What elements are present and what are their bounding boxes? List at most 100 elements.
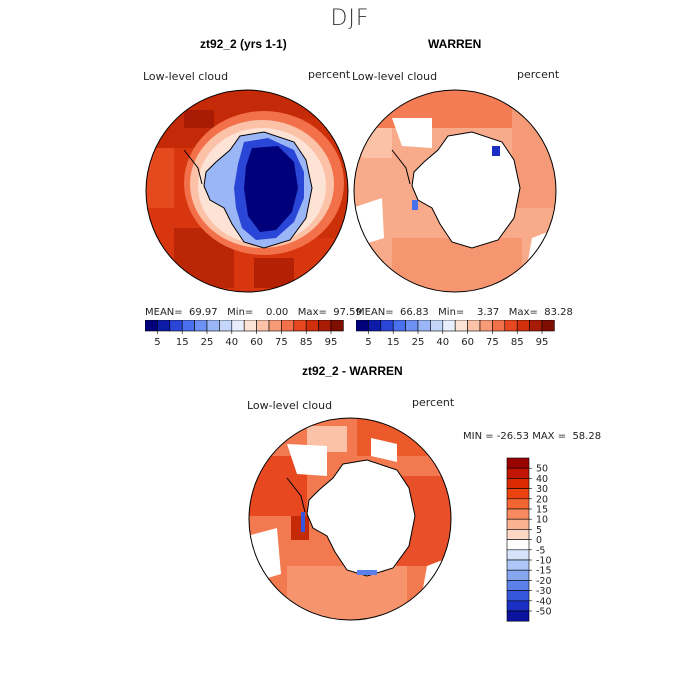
right-units-label: percent bbox=[517, 68, 560, 81]
left-colorbar-swatch bbox=[144, 319, 158, 332]
right-stats: MEAN= 66.83 Min= 3.37 Max= 83.28 bbox=[356, 307, 573, 318]
diff-colorbar-swatch bbox=[506, 569, 530, 581]
right-colorbar-label: 75 bbox=[486, 337, 499, 348]
diff-colorbar-label: 20 bbox=[536, 494, 548, 505]
left-colorbar-swatch bbox=[206, 319, 220, 332]
right-colorbar-swatch bbox=[504, 319, 518, 332]
right-colorbar-swatch bbox=[430, 319, 444, 332]
left-colorbar-label: 75 bbox=[275, 337, 288, 348]
left-panel-title: zt92_2 (yrs 1-1) bbox=[200, 37, 287, 51]
diff-colorbar-label: -10 bbox=[536, 556, 552, 567]
right-colorbar-swatch bbox=[541, 319, 555, 332]
right-colorbar-swatch bbox=[529, 319, 543, 332]
left-colorbar-swatch bbox=[169, 319, 183, 332]
diff-colorbar-swatch bbox=[506, 539, 530, 551]
left-colorbar-swatch bbox=[305, 319, 319, 332]
left-colorbar-swatch bbox=[181, 319, 195, 332]
right-colorbar-swatch bbox=[417, 319, 431, 332]
diff-colorbar-label: -50 bbox=[536, 607, 552, 618]
right-colorbar-swatch bbox=[516, 319, 530, 332]
left-colorbar-swatch bbox=[194, 319, 208, 332]
diff-colorbar-label: 40 bbox=[536, 474, 548, 485]
left-colorbar-label: 25 bbox=[201, 337, 214, 348]
right-colorbar-swatch bbox=[355, 319, 369, 332]
diff-colorbar-swatch bbox=[506, 457, 530, 469]
left-stats: MEAN= 69.97 Min= 0.00 Max= 97.59 bbox=[145, 307, 362, 318]
right-colorbar-swatch bbox=[479, 319, 493, 332]
diff-colorbar-swatch bbox=[506, 508, 530, 520]
diff-colorbar-swatch bbox=[506, 529, 530, 540]
left-colorbar-swatch bbox=[219, 319, 233, 332]
diff-colorbar-label: 30 bbox=[536, 484, 548, 495]
diff-colorbar-label: -15 bbox=[536, 566, 552, 577]
right-colorbar-swatch bbox=[405, 319, 419, 332]
diff-colorbar-label: -5 bbox=[536, 545, 545, 556]
right-colorbar-swatch bbox=[467, 319, 481, 332]
left-colorbar-label: 40 bbox=[225, 337, 238, 348]
left-colorbar-swatch bbox=[268, 319, 282, 332]
diff-colorbar-swatch bbox=[506, 478, 530, 489]
right-colorbar-swatch bbox=[392, 319, 406, 332]
right-colorbar-label: 25 bbox=[412, 337, 425, 348]
left-colorbar-swatch bbox=[231, 319, 245, 332]
diff-colorbar-swatch bbox=[506, 467, 530, 479]
diff-units-label: percent bbox=[412, 396, 455, 409]
diff-colorbar-label: 5 bbox=[536, 525, 542, 536]
right-colorbar-label: 85 bbox=[511, 337, 524, 348]
left-colorbar-swatch bbox=[318, 319, 332, 332]
left-colorbar-label: 60 bbox=[250, 337, 263, 348]
diff-colorbar-label: -30 bbox=[536, 586, 552, 597]
left-colorbar: 5 15 25 40 60 75 85 95 bbox=[144, 319, 345, 354]
left-polar-map bbox=[144, 88, 350, 294]
right-colorbar-label: 5 bbox=[365, 337, 371, 348]
diff-colorbar-label: 0 bbox=[536, 535, 542, 546]
left-colorbar-swatch bbox=[243, 319, 257, 332]
right-colorbar-swatch bbox=[454, 319, 468, 332]
right-colorbar-label: 15 bbox=[387, 337, 400, 348]
diff-colorbar-label: 15 bbox=[536, 505, 548, 516]
left-units-label: percent bbox=[308, 68, 351, 81]
diff-colorbar-swatch bbox=[506, 610, 530, 622]
left-variable-label: Low-level cloud bbox=[143, 70, 229, 83]
right-colorbar-label: 95 bbox=[536, 337, 549, 348]
diff-panel-title: zt92_2 - WARREN bbox=[302, 364, 403, 378]
diff-colorbar-swatch bbox=[506, 590, 530, 602]
figure-title: DJF bbox=[330, 6, 370, 31]
left-colorbar-label: 15 bbox=[176, 337, 189, 348]
diff-colorbar-label: 50 bbox=[536, 464, 548, 475]
left-colorbar-svg: 5 15 25 40 60 75 85 95 bbox=[144, 319, 344, 348]
diff-variable-label: Low-level cloud bbox=[247, 399, 333, 412]
left-colorbar-label: 5 bbox=[154, 337, 160, 348]
left-colorbar-swatch bbox=[293, 319, 307, 332]
right-colorbar-label: 60 bbox=[461, 337, 474, 348]
diff-stats: MIN = -26.53 MAX = 58.28 bbox=[463, 431, 602, 442]
diff-polar-map bbox=[247, 416, 453, 622]
left-colorbar-swatch bbox=[281, 319, 295, 332]
right-colorbar-label: 40 bbox=[436, 337, 449, 348]
right-colorbar-swatch bbox=[442, 319, 456, 332]
right-colorbar: 5 15 25 40 60 75 85 95 bbox=[355, 319, 556, 354]
diff-colorbar-swatch bbox=[506, 600, 530, 612]
diff-colorbar-swatch bbox=[506, 518, 530, 530]
right-panel-title: WARREN bbox=[428, 37, 482, 51]
left-colorbar-label: 85 bbox=[300, 337, 313, 348]
diff-colorbar-swatch bbox=[506, 580, 530, 591]
diff-colorbar-swatch bbox=[506, 549, 530, 561]
right-variable-label: Low-level cloud bbox=[352, 70, 438, 83]
left-colorbar-swatch bbox=[256, 319, 270, 332]
diff-colorbar-label: 10 bbox=[536, 515, 548, 526]
diff-colorbar: 50 40 30 20 15 10 5 0 -5 -10 -15 -20 -30 -40 -50 bbox=[506, 457, 566, 629]
right-colorbar-swatch bbox=[492, 319, 506, 332]
diff-colorbar-label: -20 bbox=[536, 576, 552, 587]
left-colorbar-swatch bbox=[157, 319, 171, 332]
left-colorbar-label: 95 bbox=[325, 337, 338, 348]
left-colorbar-swatch bbox=[330, 319, 344, 332]
diff-colorbar-swatch bbox=[506, 559, 530, 571]
right-colorbar-swatch bbox=[368, 319, 382, 332]
right-colorbar-swatch bbox=[380, 319, 394, 332]
right-polar-map bbox=[352, 88, 558, 294]
right-colorbar-svg: 5 15 25 40 60 75 85 95 bbox=[355, 319, 555, 348]
diff-colorbar-swatch bbox=[506, 488, 530, 500]
diff-colorbar-label: -40 bbox=[536, 596, 552, 607]
